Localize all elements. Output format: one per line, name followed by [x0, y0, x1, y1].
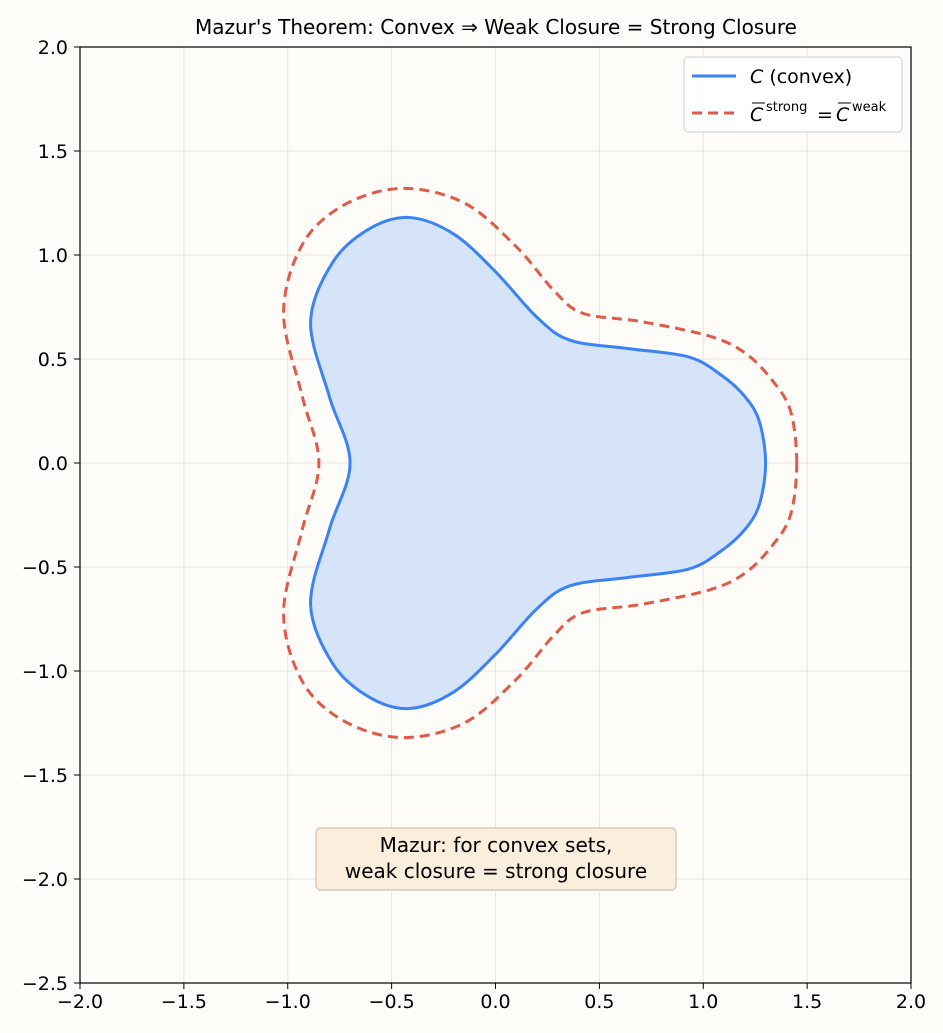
annotation-line-1: Mazur: for convex sets, [380, 833, 613, 857]
legend: C (convex) C strong = C weak [683, 56, 903, 133]
legend-closure-equals: = [817, 104, 833, 126]
legend-closure-sup-weak: weak [852, 100, 887, 115]
x-tick-label-3: −0.5 [369, 991, 415, 1013]
series-0-line [309, 215, 768, 711]
x-tick-label-4: 0.0 [480, 991, 510, 1013]
y-tick-label-3: −1.0 [22, 661, 68, 683]
x-tick-label-5: 0.5 [584, 991, 614, 1013]
chart-title: Mazur's Theorem: Convex ⇒ Weak Closure =… [195, 15, 797, 39]
annotation-background [315, 827, 677, 891]
x-tick-label-2: −1.0 [265, 991, 311, 1013]
y-tick-label-4: −0.5 [22, 557, 68, 579]
annotation-box: Mazur: for convex sets, weak closure = s… [315, 827, 677, 891]
y-tick-label-2: −1.5 [22, 765, 68, 787]
x-tick-label-8: 2.0 [896, 991, 926, 1013]
y-tick-label-1: −2.0 [22, 869, 68, 891]
y-axis: −2.5 −2.0 −1.5 −1.0 −0.5 0.0 0.5 1.0 1.5 2.0 [22, 37, 80, 995]
series-1-line [282, 186, 799, 740]
y-tick-label-0: −2.5 [22, 973, 68, 995]
y-tick-label-8: 1.5 [38, 141, 68, 163]
x-tick-label-1: −1.5 [161, 991, 207, 1013]
legend-convex-text: (convex) [763, 66, 852, 88]
annotation-line-2: weak closure = strong closure [345, 859, 647, 883]
x-tick-label-7: 1.5 [792, 991, 822, 1013]
series-layer [282, 186, 799, 740]
y-tick-label-7: 1.0 [38, 245, 68, 267]
x-axis: −2.0 −1.5 −1.0 −0.5 0.0 0.5 1.0 1.5 2.0 [57, 983, 926, 1013]
x-tick-label-0: −2.0 [57, 991, 103, 1013]
legend-closure-base-1: C [750, 104, 764, 126]
x-tick-label-6: 1.0 [688, 991, 718, 1013]
legend-label-convex: C (convex) [750, 66, 852, 88]
y-tick-label-6: 0.5 [38, 349, 68, 371]
legend-convex-symbol: C [750, 66, 764, 88]
y-tick-label-5: 0.0 [38, 453, 68, 475]
series-0-fill [310, 217, 766, 709]
legend-box [683, 56, 903, 133]
y-tick-label-9: 2.0 [38, 37, 68, 59]
legend-closure-sup-strong: strong [766, 100, 807, 115]
legend-closure-base-2: C [836, 104, 850, 126]
